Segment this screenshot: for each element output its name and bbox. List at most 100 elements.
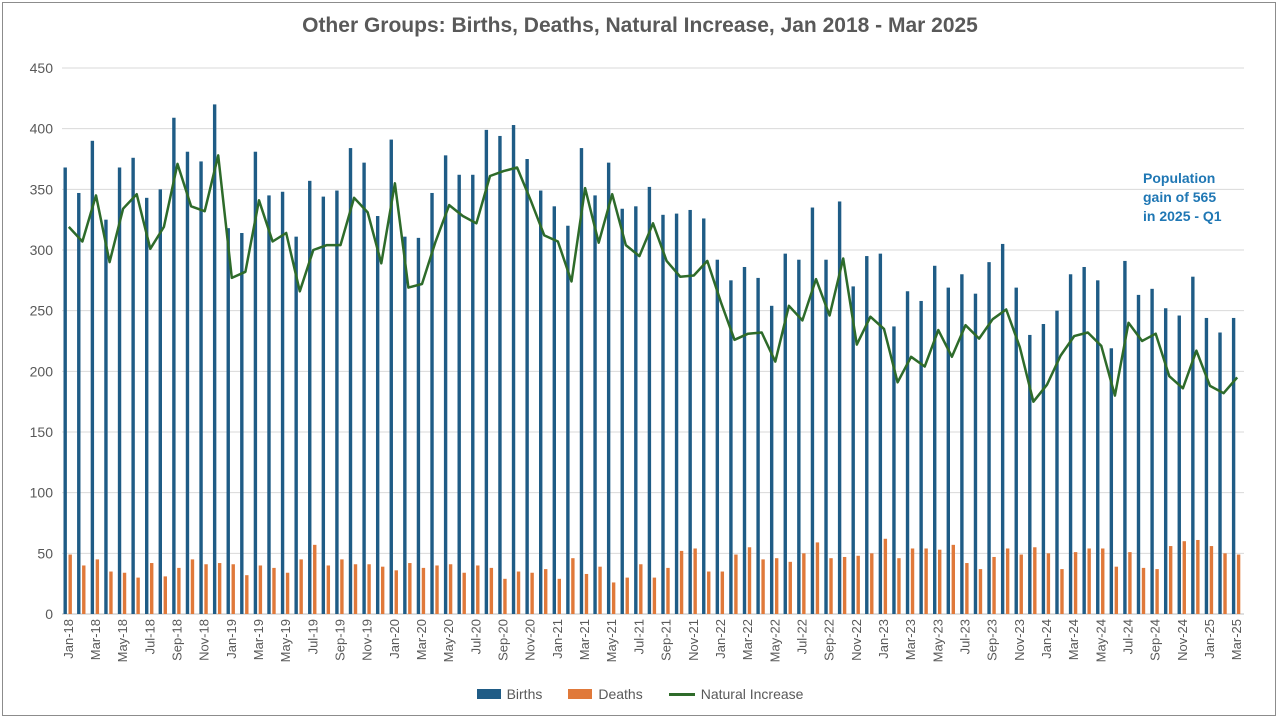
annotation-line-2: gain of 565	[1143, 189, 1217, 205]
bar-deaths-Mar-18	[95, 559, 100, 614]
bar-births-Mar-18	[90, 140, 95, 615]
bar-deaths-Dec-22	[870, 553, 874, 614]
legend-label-births: Births	[506, 686, 543, 702]
bar-deaths-Nov-18	[204, 564, 208, 614]
bar-deaths-Nov-21	[693, 548, 697, 614]
bar-deaths-Jul-19	[313, 544, 317, 614]
x-tick-label-Mar-24: Mar-24	[1066, 619, 1081, 660]
bar-deaths-Aug-22	[815, 542, 820, 614]
x-tick-label-Mar-20: Mar-20	[414, 619, 429, 660]
x-tick-label-Mar-21: Mar-21	[577, 619, 592, 660]
bar-deaths-Nov-24	[1182, 541, 1186, 614]
x-tick-label-Jul-20: Jul-20	[468, 619, 483, 654]
bar-births-Aug-23	[973, 293, 978, 614]
bar-deaths-Jun-20	[462, 572, 466, 614]
bar-deaths-Aug-19	[326, 565, 331, 614]
x-tick-label-Jan-24: Jan-24	[1039, 619, 1054, 659]
x-tick-label-Mar-23: Mar-23	[903, 619, 918, 660]
bar-deaths-Oct-23	[1005, 548, 1010, 614]
bar-deaths-Jul-20	[476, 565, 480, 614]
x-axis: Jan-18 Mar-18 May-18 Jul-18 Sep-18 Nov-18 Jan-…	[61, 619, 1244, 662]
bar-births-May-24	[1096, 280, 1100, 614]
bar-deaths-Mar-23	[910, 548, 915, 614]
x-tick-label-Jul-21: Jul-21	[631, 619, 646, 654]
natural-increase-line	[67, 154, 1239, 403]
bar-deaths-Sep-24	[1155, 569, 1159, 614]
bar-births-May-23	[933, 265, 937, 614]
bar-births-Mar-20	[416, 237, 421, 614]
bar-births-Oct-21	[674, 213, 679, 614]
bar-births-Feb-24	[1055, 310, 1059, 614]
bar-deaths-Jun-21	[625, 577, 629, 614]
bar-births-Feb-20	[403, 236, 407, 615]
x-tick-label-Jan-21: Jan-21	[550, 619, 565, 659]
bar-deaths-Dec-19	[380, 566, 385, 614]
bar-deaths-Dec-20	[544, 569, 548, 614]
bar-births-Oct-19	[348, 148, 353, 614]
bar-deaths-Jul-23	[965, 563, 969, 614]
y-tick-label-300: 300	[30, 242, 54, 258]
gridlines	[62, 67, 1244, 615]
bar-deaths-Feb-20	[408, 563, 412, 614]
bar-deaths-Feb-22	[734, 554, 738, 614]
bar-births-May-22	[769, 305, 774, 614]
bar-births-Jun-19	[294, 236, 298, 615]
bar-deaths-May-24	[1101, 548, 1105, 614]
bar-deaths-Mar-24	[1073, 552, 1078, 614]
bar-deaths-Apr-19	[272, 567, 276, 614]
bar-births-Feb-21	[566, 225, 570, 614]
bar-births-Jul-24	[1123, 260, 1127, 614]
bar-births-Aug-18	[158, 189, 162, 615]
bar-deaths-Apr-23	[924, 548, 928, 614]
bar-deaths-Apr-21	[598, 566, 602, 614]
bar-deaths-Sep-21	[666, 567, 670, 614]
bar-deaths-Sep-19	[340, 559, 344, 614]
y-tick-label-250: 250	[30, 303, 54, 319]
bar-deaths-Apr-20	[435, 565, 439, 614]
bar-deaths-Aug-18	[163, 576, 167, 614]
x-tick-label-Jul-24: Jul-24	[1121, 619, 1136, 654]
bar-births-Nov-22	[851, 286, 855, 614]
bar-births-Jun-21	[620, 208, 624, 614]
bar-deaths-Dec-18	[217, 563, 222, 614]
bar-births-Apr-18	[104, 219, 108, 614]
bar-births-Jan-20	[389, 139, 393, 614]
x-tick-label-May-19: May-19	[278, 619, 293, 662]
bar-deaths-Oct-21	[679, 550, 684, 614]
x-tick-label-Jan-22: Jan-22	[713, 619, 728, 659]
bar-births-May-18	[117, 167, 122, 614]
legend-label-natural-increase: Natural Increase	[700, 686, 804, 702]
y-tick-label-200: 200	[30, 363, 54, 379]
bar-births-Jan-21	[552, 206, 556, 614]
x-tick-label-Sep-18: Sep-18	[169, 619, 184, 661]
bar-births-Jan-24	[1041, 324, 1046, 614]
bar-deaths-Jul-18	[150, 563, 154, 614]
legend-swatch-deaths	[568, 689, 593, 699]
x-tick-label-Jul-19: Jul-19	[305, 619, 320, 654]
bar-births-Mar-25	[1231, 317, 1236, 614]
x-tick-label-Nov-22: Nov-22	[849, 619, 864, 661]
x-tick-label-Sep-24: Sep-24	[1148, 619, 1163, 661]
bar-births-Dec-24	[1191, 276, 1195, 614]
x-tick-label-May-23: May-23	[930, 619, 945, 662]
bar-births-Sep-18	[172, 117, 176, 614]
bar-births-Nov-21	[688, 209, 692, 614]
bar-deaths-Jan-20	[394, 570, 398, 614]
bar-births-Mar-19	[253, 151, 258, 614]
bar-deaths-Mar-21	[584, 573, 589, 614]
bar-births-Nov-24	[1177, 315, 1181, 614]
bar-births-Sep-19	[335, 190, 339, 614]
bar-births-Jan-25	[1204, 317, 1209, 614]
bar-births-Mar-23	[905, 291, 910, 614]
bar-deaths-Jan-22	[720, 571, 725, 614]
bar-births-Feb-23	[892, 326, 896, 614]
bar-deaths-Jul-22	[802, 553, 806, 614]
bar-deaths-Dec-21	[707, 571, 711, 614]
bar-births-Jun-23	[946, 287, 950, 614]
bar-births-Mar-21	[579, 148, 584, 614]
bar-deaths-Jul-24	[1128, 552, 1132, 614]
bar-deaths-Jun-19	[299, 559, 303, 614]
x-tick-label-Jul-22: Jul-22	[794, 619, 809, 654]
bar-births-Apr-23	[919, 300, 923, 614]
bar-births-Nov-23	[1014, 287, 1018, 614]
